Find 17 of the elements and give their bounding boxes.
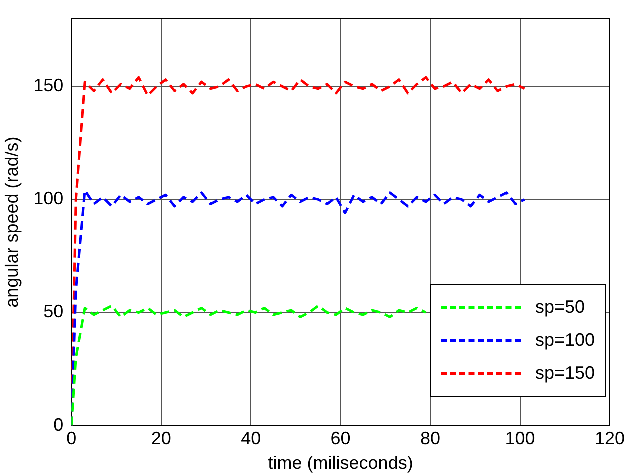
x-tick-label: 60 (330, 428, 351, 449)
y-tick-label: 150 (34, 76, 64, 96)
line-series (72, 304, 428, 426)
legend-label: sp=150 (535, 363, 595, 384)
x-tick-label: 120 (594, 428, 626, 449)
legend-label: sp=100 (535, 330, 595, 351)
x-tick-label: 0 (66, 428, 77, 449)
x-tick-label: 40 (241, 428, 262, 449)
x-tick-label: 100 (505, 428, 536, 449)
x-axis-title: time (miliseconds) (268, 453, 414, 474)
x-tick-label: 20 (151, 428, 172, 449)
y-tick-label: 0 (54, 414, 64, 435)
y-axis-title: angular speed (rad/s) (2, 136, 22, 308)
legend-label: sp=50 (535, 297, 585, 318)
x-tick-label: 80 (420, 428, 441, 449)
y-tick-label: 100 (34, 188, 64, 209)
y-tick-label: 50 (44, 302, 64, 322)
